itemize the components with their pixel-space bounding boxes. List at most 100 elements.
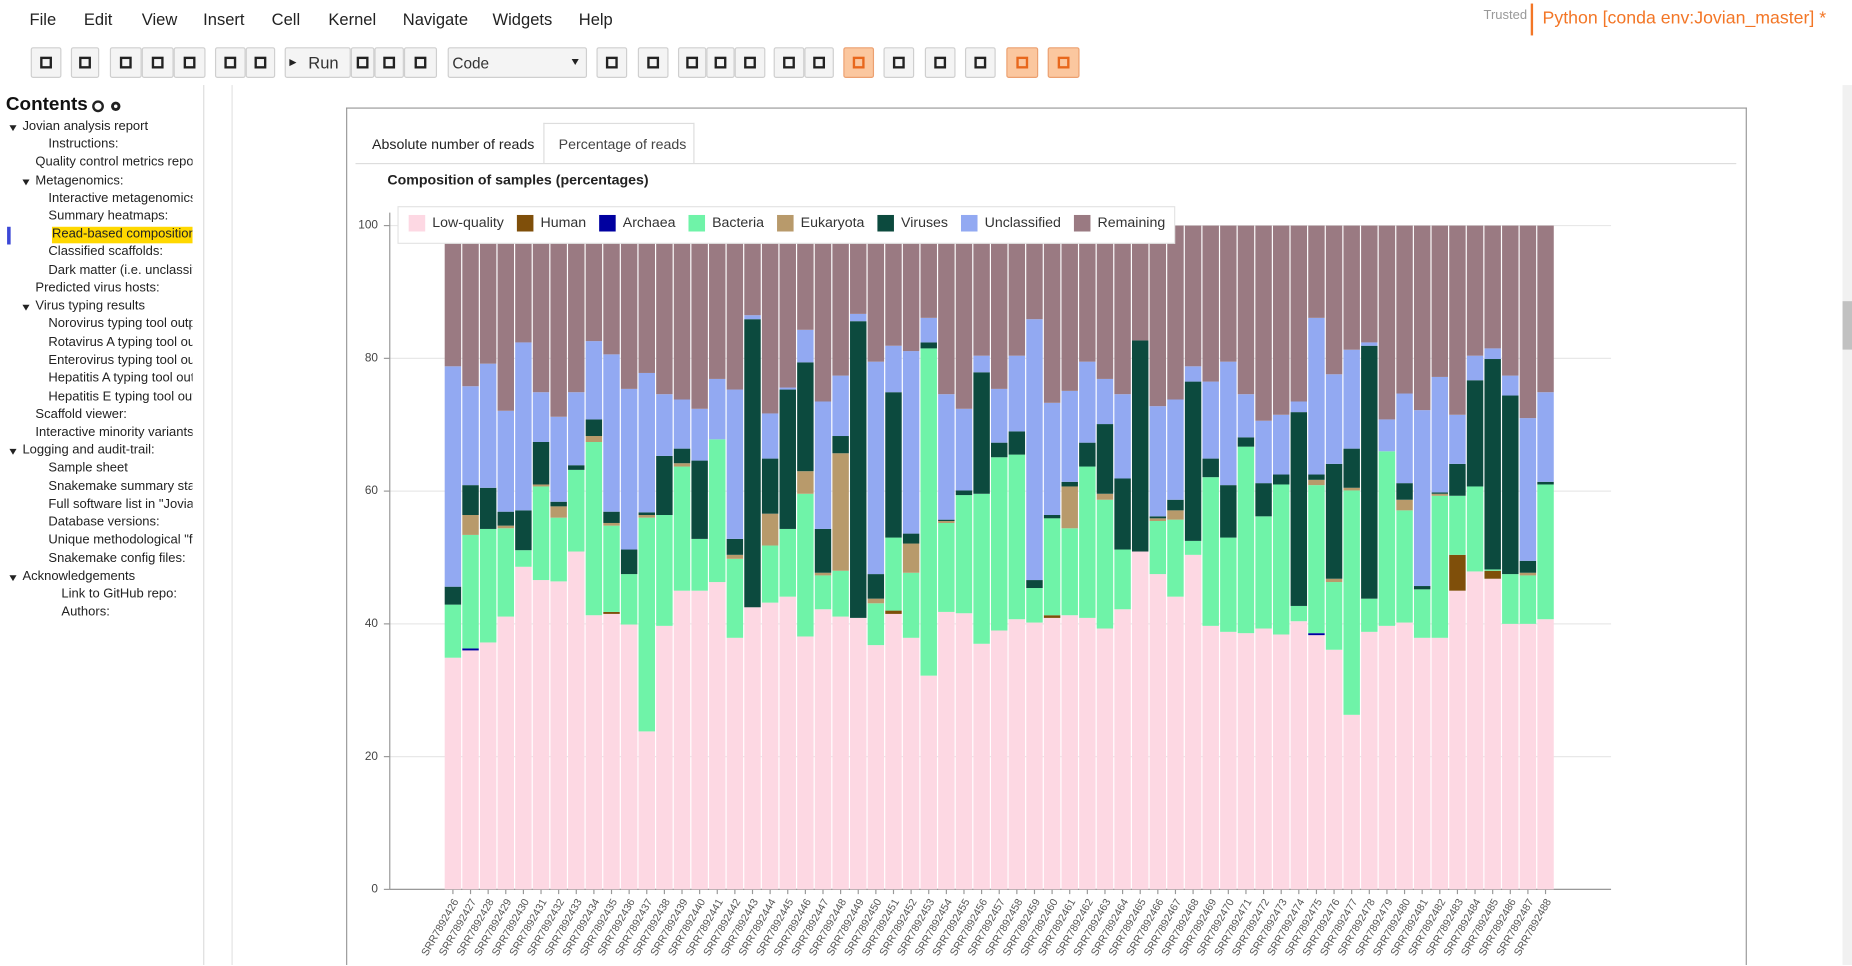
bar-segment xyxy=(797,362,814,472)
toolbar-button[interactable] xyxy=(350,47,375,78)
menu-item[interactable]: Navigate xyxy=(402,9,469,29)
bar-segment xyxy=(814,575,832,610)
toc-item[interactable]: Read-based composition xyxy=(51,226,193,241)
toolbar-button[interactable] xyxy=(706,47,735,78)
toc-item[interactable]: Summary heatmaps: xyxy=(48,209,169,224)
bar-segment xyxy=(955,408,973,491)
toolbar-button[interactable] xyxy=(173,47,206,78)
bar-segment xyxy=(1096,378,1114,425)
toolbar-button[interactable] xyxy=(245,47,276,78)
toc-item[interactable]: Acknowledgements xyxy=(22,569,136,584)
toc-item[interactable]: Hepatitis A typing tool out xyxy=(48,370,193,386)
toc-item[interactable]: Enterovirus typing tool ou xyxy=(48,353,193,368)
scrollbar-thumb[interactable] xyxy=(1842,301,1852,350)
toc-item[interactable]: Database versions: xyxy=(48,514,160,530)
toolbar-button[interactable] xyxy=(374,47,404,78)
toc-toggle[interactable] xyxy=(22,304,30,311)
bar-segment xyxy=(585,225,603,342)
toc-item[interactable]: Unique methodological "fi xyxy=(48,532,193,547)
toolbar-button[interactable] xyxy=(637,47,669,78)
bar-segment xyxy=(444,225,462,367)
toc-toggle[interactable] xyxy=(9,448,17,455)
toolbar-button[interactable] xyxy=(804,47,834,78)
toc-item[interactable]: Logging and audit-trail: xyxy=(22,442,155,458)
toc-item[interactable]: Hepatitis E typing tool out xyxy=(48,389,193,404)
menu-item[interactable]: Widgets xyxy=(492,9,553,29)
toc-item[interactable]: Interactive metagenomics xyxy=(48,191,193,206)
toolbar-button[interactable] xyxy=(883,47,915,78)
toc-item[interactable]: Snakemake summary sta xyxy=(48,479,193,494)
toolbar-button[interactable] xyxy=(964,47,996,78)
toc-item[interactable]: Authors: xyxy=(61,604,110,619)
bar-segment xyxy=(1396,225,1413,394)
bar-segment xyxy=(797,493,814,637)
bar-segment xyxy=(1220,631,1237,890)
toolbar-button[interactable] xyxy=(1047,47,1080,78)
toolbar-button[interactable] xyxy=(109,47,142,78)
scrollbar[interactable] xyxy=(1842,85,1852,965)
toolbar-button[interactable] xyxy=(773,47,805,78)
toc-item[interactable]: Scaffold viewer: xyxy=(35,407,127,422)
toc-item[interactable]: Instructions: xyxy=(48,137,119,152)
toc-item[interactable]: Norovirus typing tool outp xyxy=(48,316,193,331)
toc-toggle[interactable] xyxy=(9,125,17,132)
bar-segment xyxy=(585,341,603,420)
toc-item[interactable]: Metagenomics: xyxy=(35,173,124,188)
toolbar-button[interactable] xyxy=(284,47,351,78)
toolbar-button[interactable] xyxy=(734,47,766,78)
toolbar-button[interactable] xyxy=(447,47,588,78)
toolbar-button[interactable] xyxy=(214,47,246,78)
menu-item[interactable]: Kernel xyxy=(328,9,377,29)
bar-segment xyxy=(1149,518,1167,521)
bar-segment xyxy=(938,611,955,890)
bar-segment xyxy=(1537,484,1554,620)
menu-item[interactable]: Edit xyxy=(83,9,113,29)
toc-item[interactable]: Snakemake config files: xyxy=(48,551,186,566)
toc-toggle[interactable] xyxy=(9,575,17,582)
legend-label: Low-quality xyxy=(432,215,505,231)
toc-toggle[interactable] xyxy=(22,179,30,186)
bar-segment xyxy=(1378,625,1396,890)
toc-item[interactable]: Dark matter (i.e. unclassif xyxy=(48,263,193,278)
toolbar-button[interactable] xyxy=(30,47,62,78)
toolbar-button[interactable] xyxy=(403,47,438,78)
button-icon xyxy=(289,59,297,67)
kernel-name[interactable]: Python [conda env:Jovian_master] * xyxy=(1542,8,1827,29)
toolbar-button[interactable] xyxy=(843,47,875,78)
menu-item[interactable]: File xyxy=(29,9,57,29)
menu-item[interactable]: Help xyxy=(578,9,613,29)
toc-item[interactable]: Link to GitHub repo: xyxy=(61,587,177,602)
toolbar-button[interactable] xyxy=(70,47,100,78)
toolbar-button[interactable] xyxy=(141,47,174,78)
tab-active[interactable] xyxy=(543,122,695,165)
menu-item[interactable]: Cell xyxy=(271,9,301,29)
bar-segment xyxy=(1114,225,1131,395)
toc-item[interactable]: Sample sheet xyxy=(48,460,128,475)
toc-icons[interactable] xyxy=(91,98,126,115)
chart-title: Composition of samples (percentages) xyxy=(387,172,648,188)
toc-item[interactable]: Full software list in "Jovia xyxy=(48,497,193,512)
toc-item[interactable]: Virus typing results xyxy=(35,298,145,313)
toolbar-button[interactable] xyxy=(596,47,628,78)
button-icon xyxy=(647,56,660,69)
toc-item[interactable]: Rotavirus A typing tool ou xyxy=(48,335,193,350)
toolbar-button[interactable] xyxy=(1006,47,1039,78)
tab-label[interactable]: Absolute number of reads xyxy=(372,135,535,153)
toc-item[interactable]: Classified scaffolds: xyxy=(48,244,164,259)
menu-item[interactable]: View xyxy=(141,9,178,29)
toolbar-button[interactable] xyxy=(924,47,956,78)
bar-segment xyxy=(867,598,885,604)
bar-segment xyxy=(497,525,515,529)
toc-item[interactable]: Quality control metrics repor xyxy=(35,154,193,169)
bar-segment xyxy=(532,392,550,442)
bar-segment xyxy=(832,453,849,571)
toolbar-button[interactable] xyxy=(677,47,707,78)
trusted-indicator[interactable]: Trusted xyxy=(1483,8,1528,23)
toc-item[interactable]: Interactive minority variants xyxy=(35,425,193,440)
menu-item[interactable]: Insert xyxy=(203,9,245,29)
bar-segment xyxy=(479,363,497,488)
toc-item[interactable]: Jovian analysis report xyxy=(22,119,149,134)
toc-item[interactable]: Predicted virus hosts: xyxy=(35,281,160,296)
tab-label[interactable]: Percentage of reads xyxy=(558,135,687,153)
bar-segment xyxy=(515,510,532,551)
